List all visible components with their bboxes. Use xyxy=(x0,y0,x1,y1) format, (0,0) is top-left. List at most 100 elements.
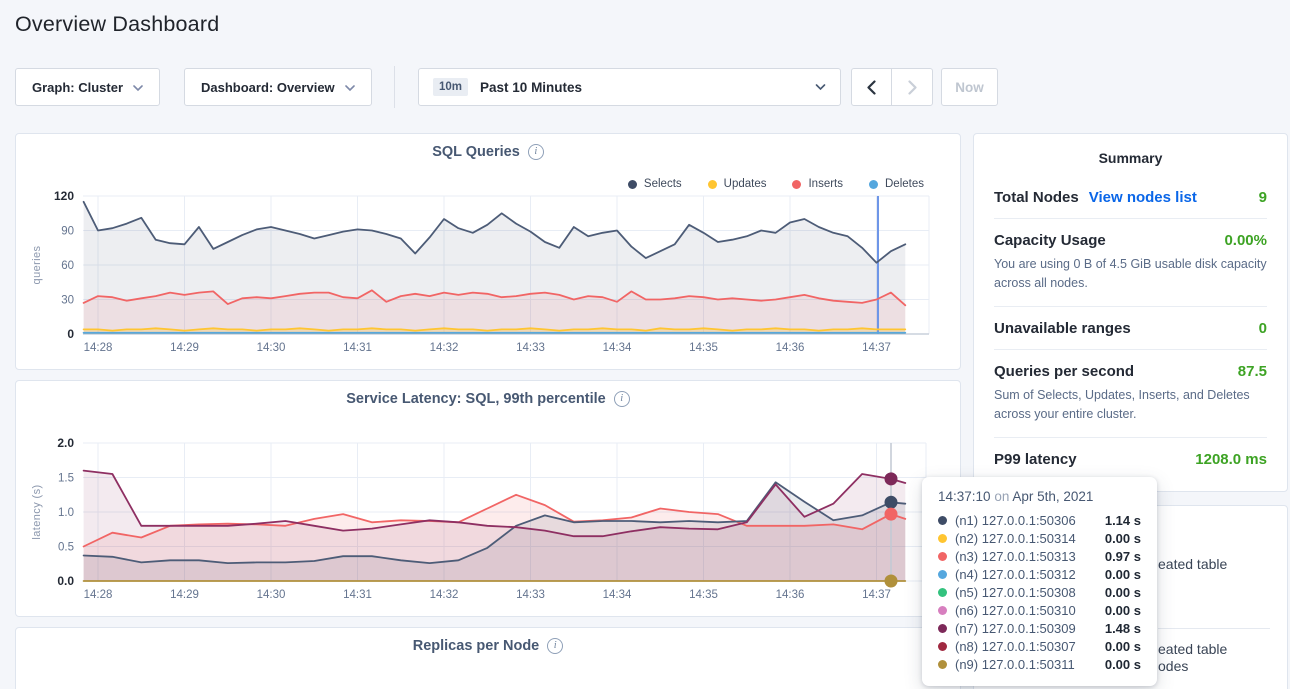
now-button[interactable]: Now xyxy=(941,68,998,106)
svg-text:30: 30 xyxy=(61,295,74,307)
event-text-fragment: odes xyxy=(1158,658,1189,674)
info-icon[interactable]: i xyxy=(527,144,544,160)
legend-item: Updates xyxy=(707,178,767,190)
node-latency-value: 0.00 s xyxy=(1104,602,1141,618)
summary-value: 87.5 xyxy=(1237,362,1267,380)
service-latency-chart[interactable]: 0.0 0.5 1.0 1.5 2.0 14:28 14:29 14:30 14:31 14:32… xyxy=(16,381,958,614)
node-address: (n2) 127.0.0.1:50314 xyxy=(955,530,1076,546)
svg-text:2.0: 2.0 xyxy=(57,436,74,450)
view-nodes-list-link[interactable]: View nodes list xyxy=(1088,189,1197,206)
svg-text:14:36: 14:36 xyxy=(776,589,805,601)
legend-label: Deletes xyxy=(885,178,924,190)
graph-selector-dropdown[interactable]: Graph: Cluster xyxy=(15,68,161,106)
event-text-fragment: eated table xyxy=(1158,641,1228,657)
series-color-dot xyxy=(938,551,947,561)
summary-description: You are using 0 B of 4.5 GiB usable disk… xyxy=(994,257,1267,291)
legend-label: Updates xyxy=(723,178,767,190)
event-divider xyxy=(1158,628,1270,629)
svg-text:1.5: 1.5 xyxy=(58,473,74,485)
svg-text:14:28: 14:28 xyxy=(84,589,113,601)
node-latency-value: 0.00 s xyxy=(1104,530,1141,546)
tooltip-node-row: (n5) 127.0.0.1:50308 0.00 s xyxy=(938,583,1141,601)
summary-panel: Summary Total Nodes View nodes list 9 Capac… xyxy=(973,133,1288,492)
summary-row: Capacity Usage 0.00% You are using 0 B of … xyxy=(994,218,1267,306)
svg-text:0.0: 0.0 xyxy=(57,574,74,588)
node-address: (n3) 127.0.0.1:50313 xyxy=(955,548,1076,564)
svg-text:90: 90 xyxy=(61,226,74,238)
summary-label: Queries per second xyxy=(994,362,1135,380)
sql-queries-panel: SQL Queries i Selects Updates Inserts Delet… xyxy=(15,133,961,370)
legend-dot xyxy=(792,179,802,189)
chart-legend: Selects Updates Inserts Deletes xyxy=(627,178,924,190)
next-timeframe-button[interactable] xyxy=(892,69,932,105)
dashboard-selector-label: Dashboard: Overview xyxy=(201,79,335,95)
time-range-dropdown[interactable]: 10m Past 10 Minutes xyxy=(418,68,841,106)
node-address: (n6) 127.0.0.1:50310 xyxy=(955,602,1076,618)
series-color-dot xyxy=(938,659,947,669)
page-title: Overview Dashboard xyxy=(15,12,220,36)
summary-row: Unavailable ranges 0 xyxy=(994,305,1267,349)
info-icon[interactable]: i xyxy=(547,638,564,654)
svg-text:1.0: 1.0 xyxy=(58,507,74,519)
legend-dot xyxy=(869,179,878,189)
svg-text:14:35: 14:35 xyxy=(689,589,718,601)
node-address: (n9) 127.0.0.1:50311 xyxy=(955,656,1075,672)
replicas-per-node-panel: Replicas per Node i xyxy=(15,627,961,689)
chart-title: Replicas per Node xyxy=(412,638,540,654)
chart-title: SQL Queries xyxy=(432,144,520,160)
time-step-buttons xyxy=(851,68,933,106)
dashboard-selector-dropdown[interactable]: Dashboard: Overview xyxy=(184,68,372,106)
summary-value: 1208.0 ms xyxy=(1195,450,1267,468)
svg-text:0.5: 0.5 xyxy=(58,542,74,554)
series-color-dot xyxy=(938,569,947,579)
sql-queries-chart[interactable]: 0 30 60 90 120 14:28 14:29 14:30 14:31 14:32 14:33… xyxy=(16,134,958,367)
tooltip-node-row: (n6) 127.0.0.1:50310 0.00 s xyxy=(938,601,1141,619)
summary-label: Total Nodes xyxy=(994,189,1079,206)
node-address: (n8) 127.0.0.1:50307 xyxy=(955,638,1076,654)
svg-text:14:31: 14:31 xyxy=(343,342,372,354)
toolbar-divider xyxy=(394,66,395,108)
node-latency-value: 0.97 s xyxy=(1104,548,1141,564)
tooltip-timestamp: 14:37:10 on Apr 5th, 2021 xyxy=(938,489,1094,504)
summary-row: Total Nodes View nodes list 9 xyxy=(994,176,1267,218)
node-address: (n7) 127.0.0.1:50309 xyxy=(955,620,1076,636)
summary-label: P99 latency xyxy=(994,450,1077,468)
chevron-down-icon xyxy=(133,80,143,95)
legend-label: Inserts xyxy=(808,178,843,190)
node-address: (n4) 127.0.0.1:50312 xyxy=(955,566,1076,582)
tooltip-node-row: (n1) 127.0.0.1:50306 1.14 s xyxy=(938,511,1141,529)
summary-value: 9 xyxy=(1258,189,1267,206)
svg-text:latency (s): latency (s) xyxy=(31,484,43,539)
tooltip-node-row: (n9) 127.0.0.1:50311 0.00 s xyxy=(938,655,1141,673)
time-range-label: Past 10 Minutes xyxy=(480,79,583,95)
legend-item: Selects xyxy=(627,178,682,190)
legend-dot xyxy=(627,179,637,189)
svg-text:14:37: 14:37 xyxy=(862,342,891,354)
event-text-fragment: eated table xyxy=(1158,556,1228,572)
previous-timeframe-button[interactable] xyxy=(852,69,892,105)
node-latency-value: 0.00 s xyxy=(1104,638,1141,654)
summary-label: Unavailable ranges xyxy=(994,319,1131,337)
legend-dot xyxy=(707,179,717,189)
legend-item: Deletes xyxy=(869,178,924,190)
svg-text:14:29: 14:29 xyxy=(170,589,199,601)
summary-title: Summary xyxy=(1098,150,1163,166)
node-latency-value: 0.00 s xyxy=(1104,584,1141,600)
series-color-dot xyxy=(938,641,947,651)
info-icon[interactable]: i xyxy=(613,391,630,407)
chevron-down-icon xyxy=(815,78,826,96)
svg-text:0: 0 xyxy=(67,327,74,341)
node-latency-value: 0.00 s xyxy=(1104,656,1141,672)
svg-text:queries: queries xyxy=(31,245,43,284)
chevron-down-icon xyxy=(344,80,355,95)
svg-text:14:30: 14:30 xyxy=(257,342,286,354)
summary-value: 0.00% xyxy=(1224,232,1267,249)
summary-value: 0 xyxy=(1258,319,1267,337)
tooltip-node-row: (n2) 127.0.0.1:50314 0.00 s xyxy=(938,529,1141,547)
svg-text:14:35: 14:35 xyxy=(689,342,718,354)
summary-description: Sum of Selects, Updates, Inserts, and De… xyxy=(994,387,1250,422)
legend-label: Selects xyxy=(643,178,682,190)
svg-text:60: 60 xyxy=(61,260,74,272)
svg-text:14:34: 14:34 xyxy=(603,589,632,601)
summary-row: Queries per second 87.5 Sum of Selects, Up… xyxy=(994,348,1267,437)
